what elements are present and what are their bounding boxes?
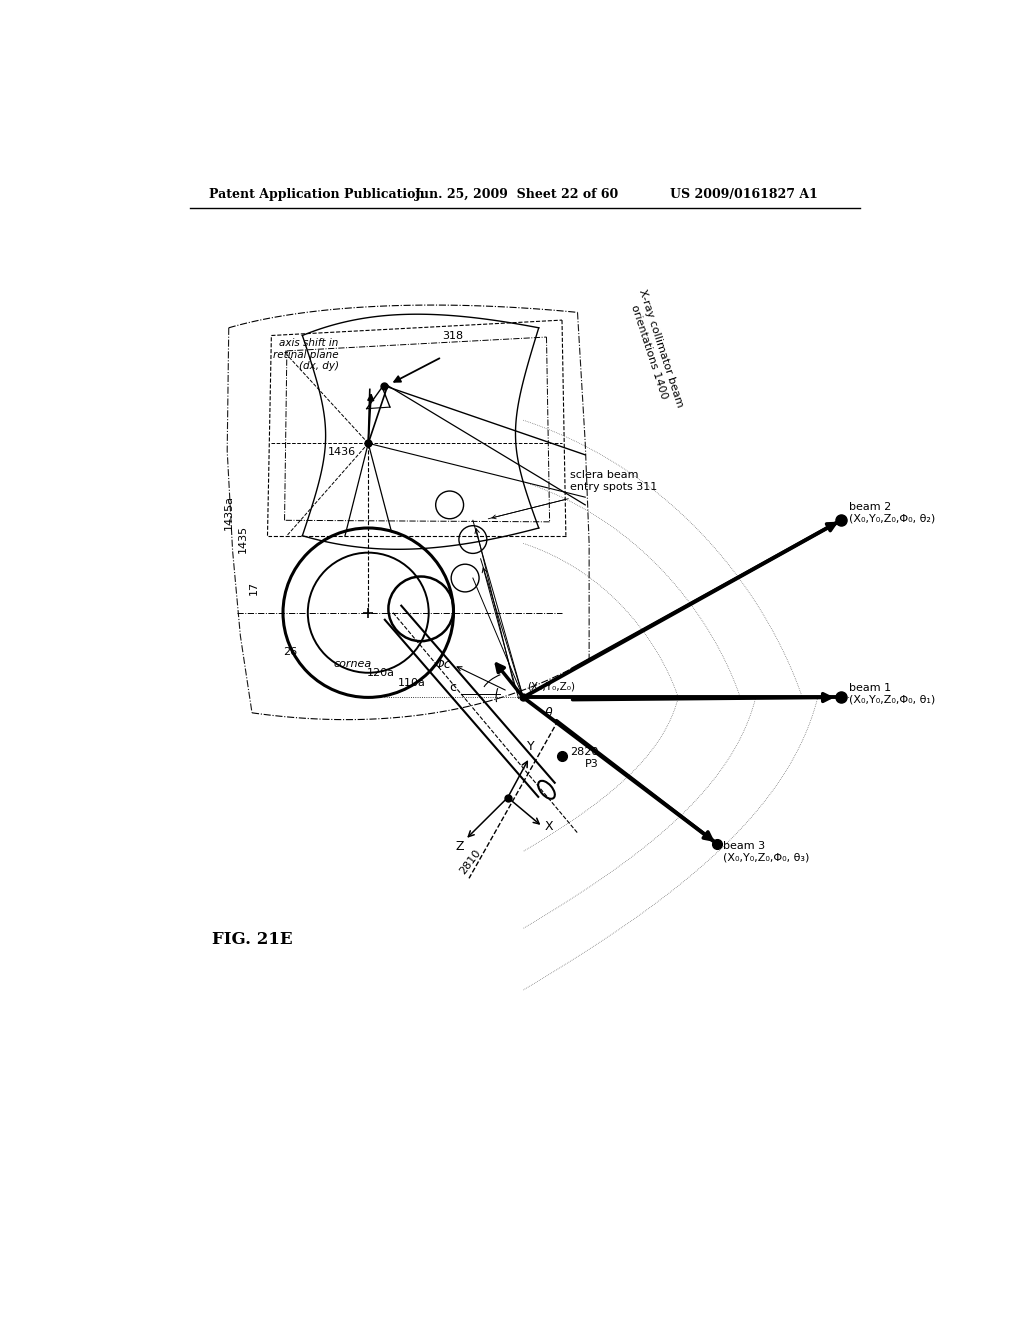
Text: 2810: 2810 [458,847,482,876]
Text: X: X [544,820,553,833]
Text: Jun. 25, 2009  Sheet 22 of 60: Jun. 25, 2009 Sheet 22 of 60 [415,189,618,202]
Text: c: c [450,681,457,694]
Text: θ: θ [545,706,553,719]
Text: Y: Y [527,739,535,752]
Text: 110a: 110a [397,678,426,688]
Text: 26: 26 [283,647,297,657]
Text: 318: 318 [442,331,463,342]
Text: 17: 17 [249,581,258,595]
Text: 1435: 1435 [238,525,248,553]
Text: US 2009/0161827 A1: US 2009/0161827 A1 [671,189,818,202]
Text: 120a: 120a [367,668,394,678]
Text: beam 1
(X₀,Y₀,Z₀,Φ₀, θ₁): beam 1 (X₀,Y₀,Z₀,Φ₀, θ₁) [849,682,935,705]
Text: P3: P3 [586,759,599,768]
Text: sclera beam
entry spots 311: sclera beam entry spots 311 [569,470,657,491]
Text: 1435a: 1435a [224,495,233,531]
Text: FIG. 21E: FIG. 21E [212,931,292,948]
Text: (X₀,Y₀,Z₀): (X₀,Y₀,Z₀) [527,681,575,692]
Text: 2820: 2820 [569,747,598,758]
Text: axis shift in
retinal plane
(dx, dy): axis shift in retinal plane (dx, dy) [273,338,339,371]
Text: beam 3
(X₀,Y₀,Z₀,Φ₀, θ₃): beam 3 (X₀,Y₀,Z₀,Φ₀, θ₃) [723,841,810,862]
Text: beam 2
(X₀,Y₀,Z₀,Φ₀, θ₂): beam 2 (X₀,Y₀,Z₀,Φ₀, θ₂) [849,502,935,524]
Text: Patent Application Publication: Patent Application Publication [209,189,425,202]
Text: 1436: 1436 [328,447,356,457]
Text: Z: Z [455,840,464,853]
Text: X-ray collimator beam
orientations 1400: X-ray collimator beam orientations 1400 [626,288,684,412]
Text: Φᴄ: Φᴄ [434,659,451,671]
Text: cornea: cornea [334,659,372,669]
